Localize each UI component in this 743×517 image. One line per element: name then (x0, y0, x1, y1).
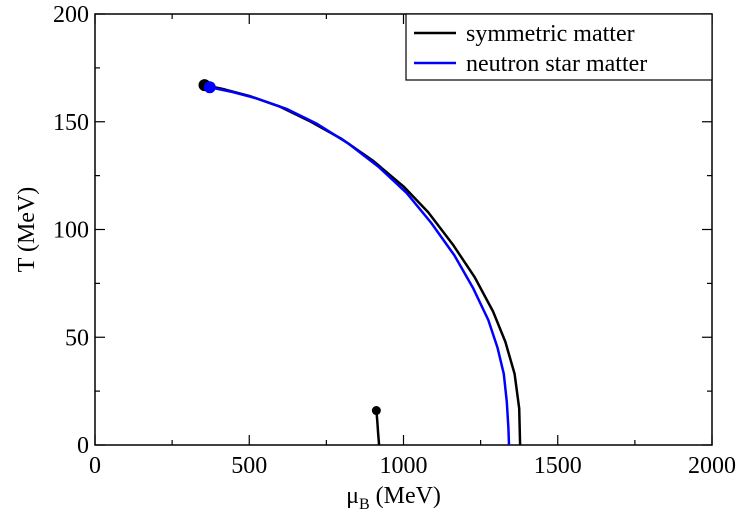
y-tick-label: 100 (53, 218, 89, 244)
x-tick-label: 1500 (534, 453, 582, 479)
low-temperature-critical-point (371, 406, 381, 416)
legend-label: neutron star matter (466, 51, 647, 77)
x-axis-label: μB (MeV) (346, 483, 441, 513)
symmetric-matter-line (204, 83, 522, 446)
axes: 0 500 1000 1500 2000 0 50 100 150 200 μB (MeV) T (M… (14, 2, 736, 513)
neutron-star-matter-line (209, 86, 511, 446)
x-axis-label-subscript: B (359, 496, 370, 513)
y-tick-label: 0 (77, 433, 89, 459)
x-tick-label: 2000 (688, 453, 736, 479)
y-tick-label: 200 (53, 2, 89, 28)
legend-label: symmetric matter (466, 21, 635, 47)
low-temperature-transition-line (375, 410, 381, 446)
x-tick-label: 500 (231, 453, 267, 479)
neutron-star-matter-critical-point (203, 81, 216, 94)
series-layer (198, 79, 522, 446)
x-axis-label-unit: (MeV) (370, 483, 441, 509)
legend: symmetric matter neutron star matter (405, 13, 713, 81)
x-tick-label: 1000 (380, 453, 428, 479)
x-axis-label-symbol: μ (346, 483, 359, 509)
y-tick-label: 50 (65, 325, 89, 351)
y-axis-label: T (MeV) (14, 187, 40, 273)
x-tick-label: 0 (89, 453, 101, 479)
legend-box (405, 13, 713, 81)
y-tick-label: 150 (53, 110, 89, 136)
